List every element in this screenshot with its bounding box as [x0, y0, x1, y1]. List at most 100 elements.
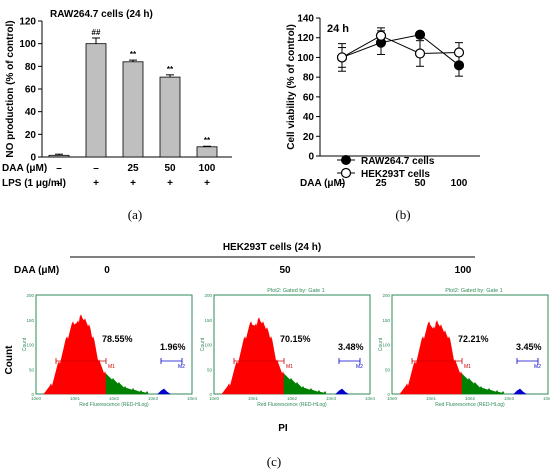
panel-b-annotation: 24 h: [327, 23, 349, 35]
xtick-label: 10e3: [504, 396, 515, 401]
ytick-label: 200: [382, 293, 390, 298]
panel-a-caption: (a): [128, 207, 142, 222]
xtick-label: 10e0: [31, 396, 42, 401]
dose-label: 50: [279, 265, 291, 276]
b-ytick-label: 140: [297, 14, 314, 25]
mid-histogram: [461, 373, 505, 395]
series-line: [341, 34, 460, 66]
ytick-label: 150: [382, 318, 390, 323]
ytick-label: 100: [204, 343, 212, 348]
a-ytick-label: 100: [19, 39, 36, 50]
y-axis-label: Count: [22, 337, 28, 351]
xtick-label: 10e4: [187, 396, 198, 401]
a-row-value: 100: [199, 163, 216, 174]
dose-label: 0: [104, 265, 110, 276]
ytick-label: 200: [26, 293, 34, 298]
a-row-label: DAA (μM): [2, 163, 47, 174]
xtick-label: 10e1: [248, 396, 259, 401]
b-ytick-label: 40: [303, 112, 315, 123]
histogram-plot: 100 Plot2: Gated by: Gate 1 0 50 100 150 200 10…: [378, 265, 550, 408]
panel-b: 0 20 40 60 80 100 120 140 Cell viability (% of …: [286, 14, 480, 222]
hek-point: [336, 52, 348, 63]
a-ytick-label: 120: [19, 17, 36, 28]
plot-title: Plot2: Gated by: Gate 1: [267, 288, 324, 294]
bar: [85, 43, 107, 158]
xtick-label: 10e3: [326, 396, 337, 401]
a-row-value: +: [130, 178, 136, 189]
ytick-label: 100: [26, 343, 34, 348]
panel-b-caption: (b): [395, 207, 410, 222]
b-ytick-label: 0: [308, 152, 314, 163]
a-ytick-label: 20: [25, 130, 37, 141]
m2-percent: 3.48%: [338, 342, 364, 352]
a-ytick-label: 40: [25, 107, 37, 118]
xtick-label: 10e3: [148, 396, 159, 401]
x-axis-label: Red Fluorescence (RED-HLog): [79, 402, 149, 408]
bar: [122, 61, 144, 158]
significance-label: **: [130, 50, 137, 59]
m1-histogram: [399, 320, 463, 395]
b-ytick-label: 100: [297, 53, 314, 64]
m1-label: M1: [286, 364, 293, 370]
dose-label: 100: [455, 265, 472, 276]
mid-histogram: [105, 373, 149, 395]
ytick-label: 150: [204, 318, 212, 323]
m2-histogram: [157, 388, 171, 395]
a-row-value: 25: [127, 163, 139, 174]
raw-point: [453, 60, 465, 71]
histogram-plot: 0 0 50 100 150 200 10e0 10e1 10e2 10e3 10e4 Red Flu…: [22, 265, 198, 408]
b-xtick-label: –: [339, 178, 345, 189]
x-axis-label: Red Fluorescence (RED-HLog): [257, 402, 327, 408]
xtick-label: 10e2: [287, 396, 298, 401]
b-ytick-label: 80: [303, 73, 315, 84]
significance-label: ##: [92, 28, 101, 37]
a-row-value: –: [93, 163, 99, 174]
panel-c-ylabel: Count: [4, 345, 15, 375]
y-axis-label: Count: [378, 337, 384, 351]
mid-histogram: [283, 373, 327, 395]
hek-point: [414, 48, 426, 59]
ytick-label: 150: [26, 318, 34, 323]
xtick-label: 10e4: [365, 396, 376, 401]
b-xtick-label: 50: [414, 178, 426, 189]
xtick-label: 10e4: [543, 396, 550, 401]
bar: [48, 154, 70, 158]
panel-b-ylabel: Cell viability (% of control): [286, 24, 297, 150]
m2-label: M2: [356, 364, 363, 370]
b-xtick-label: 100: [451, 178, 468, 189]
plot-title: Plot2: Gated by: Gate 1: [445, 288, 502, 294]
m2-histogram: [513, 388, 527, 395]
panel-c-xlabel: PI: [278, 423, 288, 434]
m2-label: M2: [534, 364, 541, 370]
xtick-label: 10e0: [387, 396, 398, 401]
legend-raw-label: RAW264.7 cells: [361, 156, 435, 167]
panel-c: HEK293T cells (24 h) DAA (μM) Count PI 0…: [4, 242, 550, 469]
m2-label: M2: [178, 364, 185, 370]
panel-a-y-axis: 0 20 40 60 80 100 120: [19, 17, 43, 164]
panel-a: RAW264.7 cells (24 h) 0 20 40 60 80 100 120 NO…: [2, 9, 232, 222]
m1-label: M1: [464, 364, 471, 370]
ytick-label: 50: [29, 367, 35, 372]
ytick-label: 200: [204, 293, 212, 298]
m1-histogram: [43, 314, 107, 395]
a-ytick-label: 80: [25, 62, 37, 73]
panel-a-ylabel: NO production (% of control): [5, 20, 16, 157]
a-row-value: –: [56, 178, 62, 189]
legend-hek-marker: [340, 167, 352, 179]
m1-percent: 78.55%: [102, 334, 133, 344]
legend-hek-label: HEK293T cells: [361, 169, 430, 180]
panel-b-y-axis: 0 20 40 60 80 100 120 140: [297, 14, 321, 163]
hek-point: [375, 30, 387, 41]
m1-label: M1: [108, 364, 115, 370]
a-row-label: LPS (1 μg/ml): [2, 178, 66, 189]
xtick-label: 10e2: [109, 396, 120, 401]
a-row-value: +: [167, 178, 173, 189]
panel-c-title: HEK293T cells (24 h): [223, 242, 321, 253]
m2-histogram: [335, 388, 349, 395]
x-axis-label: Red Fluorescence (RED-HLog): [435, 402, 505, 408]
bar: [196, 146, 218, 158]
a-ytick-label: 0: [30, 153, 36, 164]
panel-a-title: RAW264.7 cells (24 h): [50, 9, 153, 20]
a-row-value: 50: [164, 163, 176, 174]
